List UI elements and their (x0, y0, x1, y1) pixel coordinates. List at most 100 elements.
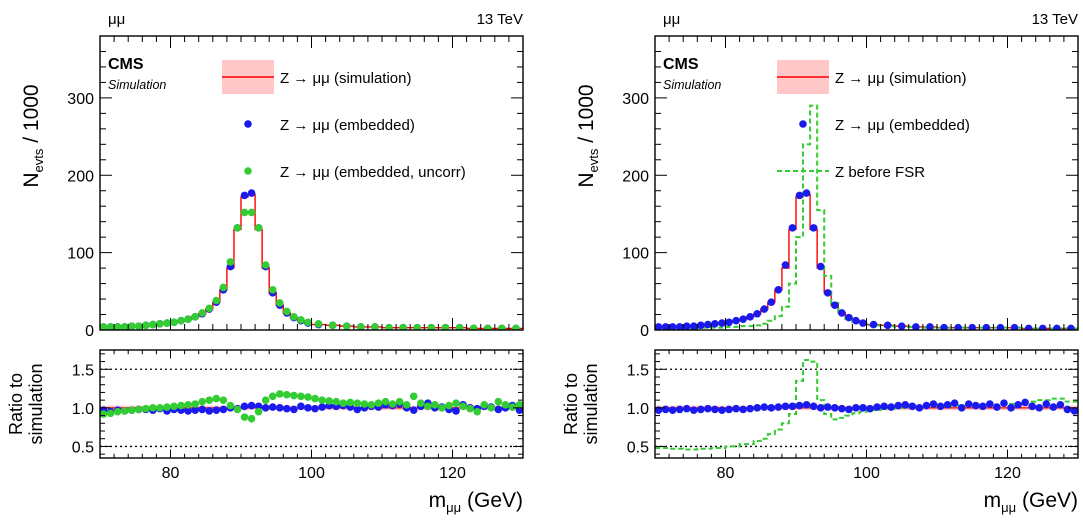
ratio-point (515, 400, 523, 409)
simulation-step-line (100, 193, 523, 330)
ratio-frame (99, 349, 524, 459)
y-tick-label: 300 (67, 91, 94, 108)
data-point (940, 323, 948, 330)
ratio-point (501, 400, 510, 409)
ratio-point (936, 402, 945, 411)
x-tick-label: 100 (853, 465, 880, 482)
ratio-point (134, 405, 143, 414)
ratio-point (1042, 400, 1051, 408)
ratio-point (212, 394, 221, 403)
ratio-point (1049, 403, 1058, 411)
data-point (106, 323, 115, 330)
ratio-plot-area (100, 368, 523, 448)
ratio-point (809, 402, 818, 411)
data-point (247, 189, 256, 197)
data-point (732, 316, 740, 325)
ratio-point (986, 400, 994, 408)
data-point (760, 305, 769, 313)
data-point (184, 315, 192, 323)
ratio-point (275, 390, 284, 398)
data-point (781, 261, 790, 269)
data-point (328, 321, 337, 330)
data-point (809, 224, 818, 232)
ratio-point (311, 404, 319, 413)
ratio-point (113, 407, 122, 416)
data-point (163, 319, 171, 327)
y-tick-label: 200 (67, 168, 94, 185)
ratio-point (353, 405, 362, 414)
data-point (795, 191, 804, 200)
ratio-point (816, 404, 825, 412)
data-point (142, 321, 150, 330)
ratio-point (753, 404, 762, 412)
ratio-point (689, 406, 698, 414)
ratio-point (127, 406, 136, 414)
data-point (1024, 324, 1033, 330)
ratio-point (725, 405, 733, 414)
ratio-frame (654, 349, 1079, 459)
ratio-point (494, 405, 503, 414)
ratio-point (459, 402, 467, 411)
x-axis-title-main: m (429, 489, 447, 512)
ratio-point (943, 400, 952, 409)
data-point (413, 323, 422, 330)
x-tick-label: 120 (994, 465, 1021, 482)
x-axis-title-tail: (GeV) (461, 489, 523, 512)
ratio-point (311, 394, 319, 403)
ratio-y-tick-label: 0.5 (72, 439, 94, 456)
ratio-point (675, 405, 684, 414)
ratio-point (332, 397, 340, 406)
x-tick-label: 100 (298, 465, 325, 482)
ratio-point (1014, 400, 1022, 409)
ratio-point (1070, 407, 1078, 415)
ratio-point (852, 404, 860, 412)
ratio-point (859, 404, 867, 412)
ratio-point (240, 413, 249, 421)
data-point (739, 315, 747, 323)
ratio-point (1056, 400, 1065, 409)
y-axis-title: Nevts / 1000 (20, 84, 46, 187)
data-point (371, 323, 379, 330)
cms-sublabel: Simulation (663, 78, 721, 92)
data-point (859, 319, 867, 327)
x-axis-title-sub: μμ (446, 500, 461, 515)
y-tick-label: 0 (85, 323, 94, 340)
data-point (767, 298, 776, 306)
ratio-point (1007, 404, 1015, 412)
ratio-point (746, 404, 754, 413)
y-tick-label: 100 (67, 246, 94, 263)
data-point (704, 320, 712, 329)
data-point (852, 316, 860, 325)
data-point (816, 262, 825, 271)
data-point (897, 322, 906, 330)
data-point (996, 323, 1005, 330)
ratio-point (198, 405, 207, 414)
data-point (668, 323, 677, 330)
data-point (177, 316, 185, 325)
ratio-point (388, 400, 397, 408)
ratio-point (682, 404, 691, 413)
main-plot-area (655, 104, 1078, 330)
ratio-point (1021, 398, 1029, 407)
ratio-y-tick-label: 1.5 (627, 362, 649, 379)
ratio-point (494, 397, 503, 406)
ratio-point (971, 401, 980, 410)
data-point (838, 309, 846, 317)
ratio-point (290, 405, 298, 414)
ratio-point (409, 392, 418, 401)
cms-label: CMS (108, 56, 144, 73)
y-axis-title-tail: / 1000 (20, 84, 43, 148)
x-tick-label: 80 (717, 465, 735, 482)
ratio-point (908, 402, 917, 411)
panel-left: μμ 13 TeV 0 100 200 300 Nevts / 1000 CMS Simulat… (6, 11, 524, 515)
ratio-point (283, 390, 291, 399)
y-axis-title-main: N (20, 172, 43, 187)
data-point (127, 322, 136, 330)
ratio-point (788, 402, 797, 411)
ratio-point (823, 403, 832, 411)
ratio-point (431, 400, 439, 409)
data-point (661, 323, 670, 330)
data-point (342, 322, 351, 330)
ratio-point (668, 406, 677, 414)
